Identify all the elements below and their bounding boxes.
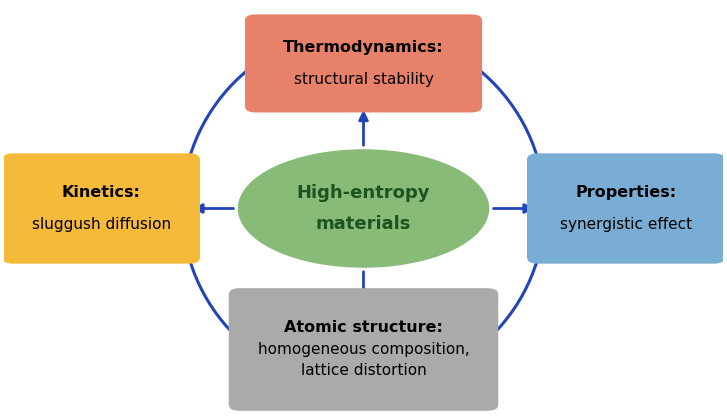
FancyBboxPatch shape: [2, 153, 200, 264]
Text: Properties:: Properties:: [575, 185, 676, 200]
Text: High-entropy: High-entropy: [297, 184, 430, 202]
FancyBboxPatch shape: [245, 14, 482, 113]
FancyBboxPatch shape: [229, 288, 498, 411]
Text: materials: materials: [316, 215, 411, 233]
FancyBboxPatch shape: [527, 153, 725, 264]
Text: Atomic structure:: Atomic structure:: [284, 319, 443, 334]
Text: Kinetics:: Kinetics:: [62, 185, 140, 200]
Text: Thermodynamics:: Thermodynamics:: [284, 40, 443, 55]
Text: homogeneous composition,
lattice distortion: homogeneous composition, lattice distort…: [257, 342, 470, 378]
Ellipse shape: [238, 149, 489, 268]
Text: synergistic effect: synergistic effect: [560, 217, 692, 232]
Text: sluggush diffusion: sluggush diffusion: [31, 217, 171, 232]
Text: structural stability: structural stability: [294, 72, 433, 87]
